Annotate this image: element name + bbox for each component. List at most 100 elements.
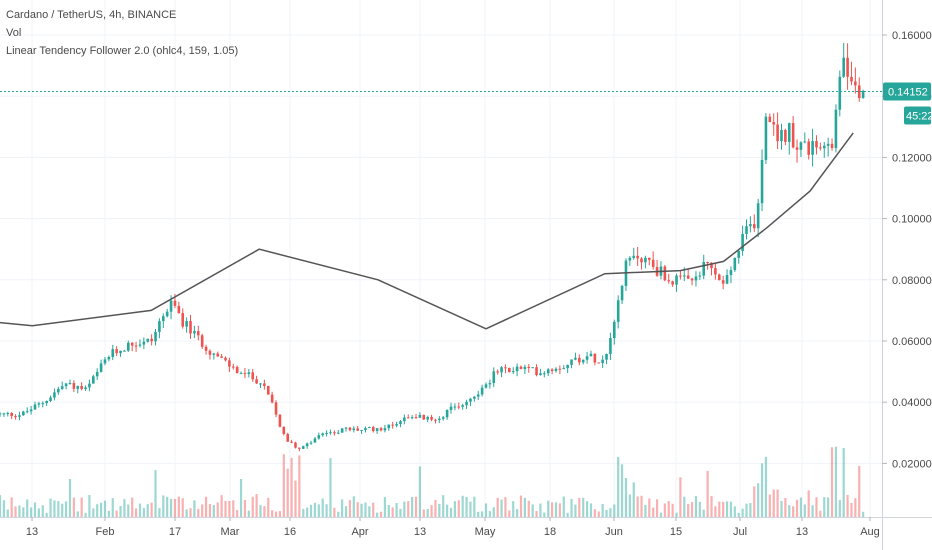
volume-bar [547,500,550,517]
candle-body [216,353,220,357]
candle-body [570,359,573,365]
candle-body [325,432,328,434]
volume-bar [344,506,348,517]
candle-body [274,402,278,415]
time-tick-label: 13 [796,526,808,538]
volume-bar [465,496,468,517]
candle-body [403,417,406,422]
volume-bar [838,500,841,517]
volume-bar [403,501,406,517]
candle-body [309,442,313,444]
candlesticks [0,42,865,452]
volume-bar [582,497,585,517]
candle-body [609,338,612,354]
volume-legend[interactable]: Vol [6,27,22,39]
candle-body [282,426,286,434]
volume-bar [776,489,779,517]
volume-bar [216,502,219,517]
time-axis[interactable]: 13 Feb 17 Mar 16 Apr 13 May 18 Jun 15 Jul 13 Aug [26,517,880,538]
candle-body [154,331,157,342]
volume-bar [395,503,398,517]
candle-body [686,275,690,279]
candle-body [574,357,577,360]
volume-bar [80,497,83,517]
candle-body [251,372,255,380]
volume-bar [823,497,826,517]
volume-bar [294,480,297,517]
symbol-title[interactable]: Cardano / TetherUS, 4h, BINANCE [6,9,177,21]
volume-bar [115,510,118,517]
volume-bar [224,500,227,517]
price-tick-label: 0.04000 [892,397,932,409]
candle-body [663,266,667,281]
volume-bar [519,495,523,517]
candle-body [25,411,29,413]
volume-bar [18,505,21,517]
price-tick-label: 0.16000 [892,30,932,42]
candle-body [111,349,115,357]
volume-bar [714,506,717,517]
candle-body [651,259,655,267]
candle-body [438,418,441,420]
candle-body [92,376,95,384]
volume-bar [597,511,600,517]
price-tick-label: 0.06000 [892,336,932,348]
volume-bar [0,495,2,517]
candle-body [278,414,282,427]
volume-bar [407,501,410,517]
volume-bar [531,504,534,517]
candle-body [554,368,558,372]
candle-body [317,435,321,439]
candle-body [558,368,562,370]
volume-bar [236,510,239,517]
candle-body [138,344,142,346]
volume-bar [574,504,577,517]
candle-body [220,356,223,358]
candle-body [270,394,274,403]
candle-body [243,373,247,375]
candle-body [745,226,748,234]
indicator-legend[interactable]: Linear Tendency Follower 2.0 (ohlc4, 159… [6,45,239,57]
volume-bar [469,501,472,517]
candle-body [45,401,48,404]
volume-bar [166,496,169,517]
candle-body [752,224,756,229]
volume-bar [313,502,317,517]
candle-body [710,262,713,269]
candle-body [791,123,795,148]
candle-body [508,368,511,373]
candle-body [212,353,216,355]
volume-bar [578,497,581,517]
candle-body [426,416,429,420]
volume-bar [201,504,204,517]
candle-body [134,345,138,347]
volume-bar [512,501,515,517]
volume-bar [683,496,686,517]
candle-body [760,159,764,204]
candle-body [259,383,262,385]
candle-body [99,363,103,372]
volume-bar [562,496,565,517]
volume-bar [189,508,192,517]
candle-body [313,438,317,443]
candle-body [492,371,496,384]
volume-bar [652,507,655,517]
volume-bar [337,511,340,517]
candle-body [208,350,212,355]
volume-bar [535,510,538,517]
candle-body [33,404,37,410]
candle-body [733,257,737,271]
volume-bar [473,496,476,517]
candle-body [53,392,56,398]
candle-body [84,387,87,389]
candle-body [496,371,499,373]
candle-body [95,371,99,377]
candle-body [861,90,865,98]
volume-bar [558,503,561,517]
volume-bar [679,477,682,517]
candle-body [679,275,682,277]
candle-body [535,367,538,376]
candle-body [298,447,301,449]
candle-body [515,366,519,372]
